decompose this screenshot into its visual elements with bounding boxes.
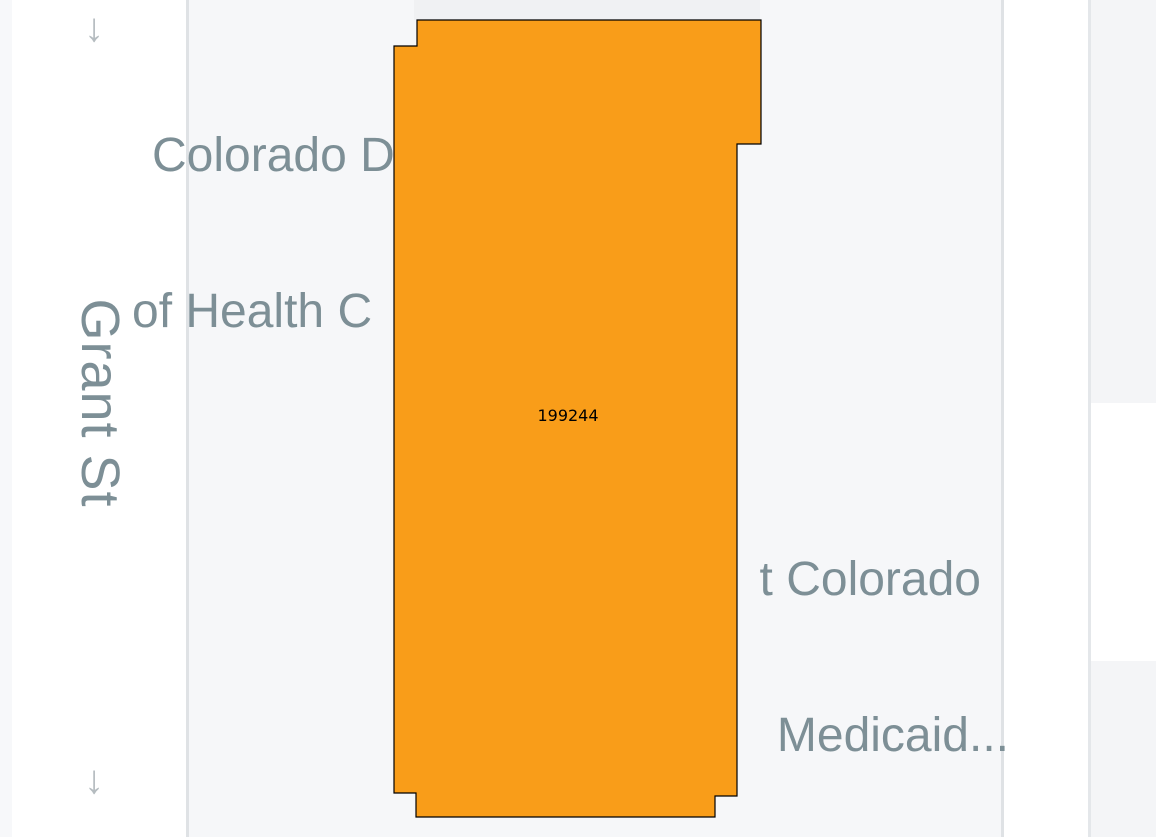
poi-label-top-line2: of Health C	[132, 285, 373, 338]
right-block-top	[1091, 0, 1156, 403]
right-block-bottom	[1091, 661, 1156, 837]
road-east	[1004, 0, 1091, 837]
building-outline-top	[414, 0, 760, 20]
poi-label-right-line2: Medicaid...	[776, 709, 1009, 762]
one-way-arrow-icon: ↓	[84, 758, 104, 802]
poi-label-right: t Colorado Medicaid...	[727, 450, 1009, 837]
poi-label-top-line1: Colorado D	[152, 129, 395, 182]
parcel-polygon[interactable]	[393, 19, 762, 818]
poi-label-top: Colorado D of Health C	[132, 26, 395, 442]
parcel-id-label: 199244	[537, 406, 598, 425]
one-way-arrow-icon: ↓	[84, 6, 104, 50]
right-block-mid	[1091, 403, 1156, 661]
poi-label-right-line1: t Colorado	[759, 553, 981, 606]
road-grant-st	[12, 0, 189, 837]
